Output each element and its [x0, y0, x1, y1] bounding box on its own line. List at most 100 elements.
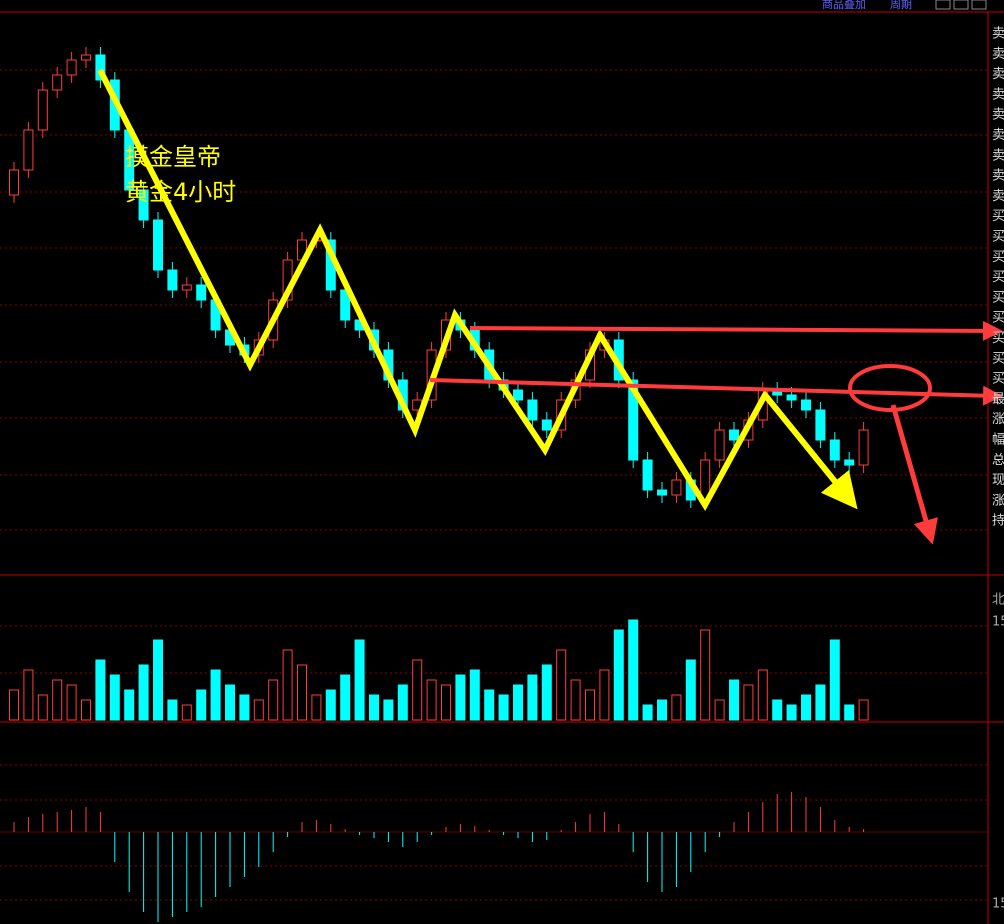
candle-body: [714, 429, 725, 461]
volume-bar: [757, 669, 768, 721]
volume-bar: [700, 629, 711, 721]
candle-body: [167, 269, 178, 291]
candle-body: [671, 479, 682, 496]
side-label: 买: [992, 372, 1004, 387]
volume-bar: [772, 699, 783, 721]
side-label: 买: [992, 290, 1004, 305]
volume-bar: [541, 664, 552, 721]
volume-bar: [81, 699, 91, 721]
volume-bar: [412, 659, 423, 721]
side-label: 现: [992, 473, 1004, 488]
candle-body: [657, 489, 667, 496]
volume-bar: [426, 679, 437, 721]
candle-body: [37, 89, 48, 131]
volume-bar: [196, 689, 207, 721]
side-label: 卖: [992, 27, 1004, 42]
side-label: 买: [992, 331, 1004, 346]
volume-bar: [657, 699, 667, 721]
volume-bar: [556, 649, 567, 721]
volume-bar: [109, 674, 120, 721]
volume-bar: [628, 619, 639, 721]
volume-bar: [124, 689, 135, 721]
side-label: 15: [992, 897, 1004, 912]
volume-bar: [23, 669, 34, 721]
toolbar-period[interactable]: 周期: [890, 0, 912, 11]
side-label: 卖: [992, 108, 1004, 123]
volume-bar: [37, 694, 48, 721]
volume-bar: [325, 689, 336, 721]
volume-bar: [181, 704, 192, 721]
side-label: 买: [992, 209, 1004, 224]
volume-bar: [397, 684, 408, 721]
candle-body: [829, 439, 840, 461]
candle-body: [52, 74, 63, 91]
side-label: 卖: [992, 67, 1004, 82]
forecast-arrow: [890, 404, 938, 545]
volume-bar: [844, 704, 855, 721]
volume-bar: [585, 689, 595, 721]
candle-body: [153, 219, 163, 271]
candle-body: [513, 389, 523, 401]
side-label: 卖: [992, 189, 1004, 204]
toolbar-overlay[interactable]: 商品叠加: [822, 0, 866, 11]
candle-body: [801, 399, 811, 411]
candle-body: [95, 54, 106, 81]
volume-bar: [340, 674, 351, 721]
volume-bar: [714, 699, 725, 721]
volume-bar: [613, 629, 624, 721]
volume-bar: [210, 669, 221, 721]
volume-bar: [311, 694, 322, 721]
volume-bar: [383, 699, 394, 721]
nav-button[interactable]: [953, 0, 969, 10]
side-label: 卖: [992, 169, 1004, 184]
volume-bar: [354, 639, 365, 721]
highlight-ellipse: [848, 364, 932, 412]
side-label: 买: [992, 351, 1004, 366]
side-label: 买: [992, 270, 1004, 285]
volume-bar: [642, 704, 653, 721]
side-label: 买: [992, 250, 1004, 265]
side-label: 幅: [992, 433, 1004, 448]
nav-button[interactable]: [971, 0, 987, 10]
volume-bar: [685, 659, 696, 721]
candle-body: [815, 409, 826, 441]
annotation: 黄金4小时: [125, 178, 236, 206]
volume-bar: [527, 674, 538, 721]
candle-body: [81, 54, 91, 61]
side-label: 卖: [992, 148, 1004, 163]
resistance-line: [429, 378, 1003, 406]
volume-bar: [599, 669, 610, 721]
volume-bar: [239, 694, 250, 721]
side-label: 卖: [992, 87, 1004, 102]
side-label: 涨: [992, 412, 1004, 427]
side-label: 15: [992, 615, 1004, 630]
candle-body: [844, 459, 855, 466]
volume-bar: [441, 684, 451, 721]
side-label: 卖: [992, 47, 1004, 62]
side-label: 买: [992, 230, 1004, 245]
resistance-line: [469, 320, 1003, 341]
candle-body: [181, 284, 192, 291]
candle-body: [642, 459, 653, 491]
volume-bar: [153, 639, 163, 721]
candle-body: [786, 394, 797, 401]
volume-bar: [297, 664, 307, 721]
side-label: 买: [992, 311, 1004, 326]
volume-bar: [498, 694, 509, 721]
volume-bar: [513, 684, 523, 721]
volume-bar: [484, 689, 495, 721]
nav-button[interactable]: [935, 0, 951, 10]
panel-borders: [0, 11, 1004, 924]
volume-bar: [95, 659, 106, 721]
volume-bar: [282, 649, 293, 721]
candle-body: [66, 59, 77, 76]
volume-bar: [729, 679, 739, 721]
candle-body: [527, 399, 538, 421]
volume-bar: [786, 704, 797, 721]
volume-bar: [138, 664, 149, 721]
volume-bar: [801, 694, 811, 721]
volume-bar: [52, 679, 63, 721]
side-label: 涨: [992, 493, 1004, 508]
candle-body: [858, 429, 869, 466]
